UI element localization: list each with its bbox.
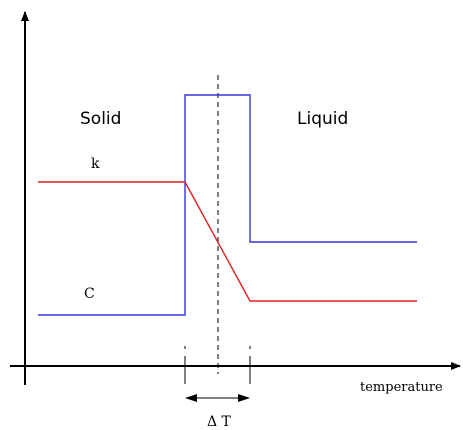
interval-ticks [184,346,251,384]
region-label: Solid [80,109,121,129]
interval-label: Δ T [207,414,232,430]
k-curve [38,181,417,302]
region-label: Liquid [297,109,348,129]
c-curve [38,94,417,316]
curve-label: k [91,156,100,172]
curve-label: C [84,286,95,302]
x-axis-label: temperature [360,380,443,395]
